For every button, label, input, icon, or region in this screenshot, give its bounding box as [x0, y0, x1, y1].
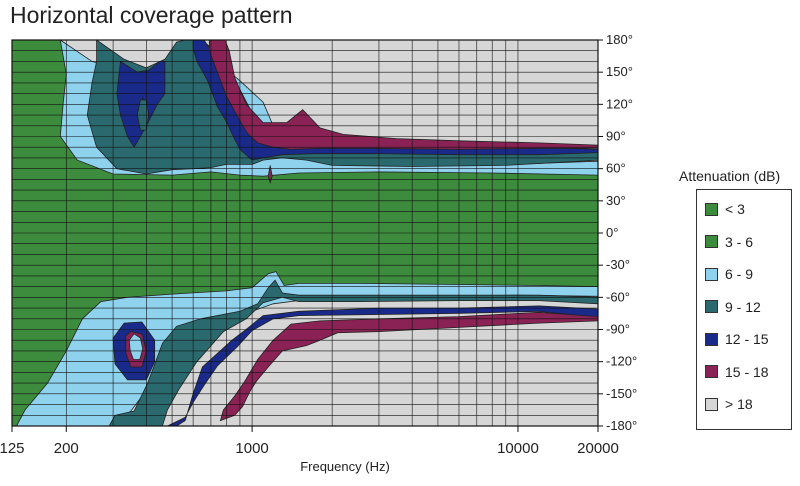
legend-swatch: [705, 235, 718, 248]
legend-label: > 18: [725, 396, 753, 412]
legend-title: Attenuation (dB): [679, 168, 781, 184]
axis-ticks: 180° 150° 120° 90° 60° 30° 0° -30° -60° -90° -120°…: [0, 32, 637, 457]
legend-swatch: [705, 397, 718, 411]
legend-item: < 3: [705, 201, 745, 217]
plot-area: [11, 39, 599, 427]
y-tick-label: 30°: [606, 193, 626, 208]
y-tick-label: 60°: [606, 161, 626, 176]
y-tick-label: -90°: [606, 322, 630, 337]
x-axis-label: Frequency (Hz): [300, 459, 390, 474]
x-tick-label: 200: [54, 440, 79, 457]
y-tick-label: -180°: [606, 418, 637, 433]
legend-swatch: [705, 300, 718, 313]
legend-label: 9 - 12: [725, 298, 761, 315]
legend-item: 15 - 18: [705, 364, 769, 380]
x-tick-label: 10000: [497, 440, 539, 457]
contour-upper-15to18-1: [267, 165, 273, 184]
legend-label: 15 - 18: [725, 363, 769, 380]
legend-item: 12 - 15: [705, 331, 769, 347]
legend-label: 6 - 9: [725, 266, 754, 282]
y-tick-label: 180°: [606, 32, 633, 47]
legend-label: 12 - 15: [725, 331, 769, 347]
contour-lower-15to18-3: [219, 311, 599, 422]
y-tick-label: -150°: [606, 386, 637, 401]
x-tick-label: 125: [0, 440, 25, 457]
legend-swatch: [705, 202, 718, 216]
legend-item: 9 - 12: [705, 299, 761, 315]
y-tick-label: -60°: [606, 289, 630, 304]
y-tick-label: -30°: [606, 257, 630, 272]
legend-swatch: [705, 267, 718, 281]
contour-lower-9to12-1: [108, 279, 599, 427]
y-tick-label: 150°: [606, 64, 633, 79]
legend-label: 3 - 6: [725, 233, 754, 250]
legend: < 3 3 - 6 6 - 9 9 - 12 12 - 15 15 - 18 > 18: [696, 189, 792, 430]
y-tick-label: -120°: [606, 354, 637, 369]
y-tick-label: 0°: [606, 225, 618, 240]
y-tick-label: 120°: [606, 96, 633, 111]
legend-label: < 3: [725, 201, 745, 217]
chart-title: Horizontal coverage pattern: [10, 2, 293, 28]
x-tick-label: 20000: [577, 440, 619, 457]
y-tick-label: 90°: [606, 129, 626, 144]
legend-swatch: [705, 365, 718, 378]
legend-swatch: [705, 332, 718, 346]
legend-item: > 18: [705, 396, 753, 412]
legend-item: 3 - 6: [705, 234, 753, 250]
legend-item: 6 - 9: [705, 266, 753, 282]
x-tick-label: 1000: [235, 440, 268, 457]
